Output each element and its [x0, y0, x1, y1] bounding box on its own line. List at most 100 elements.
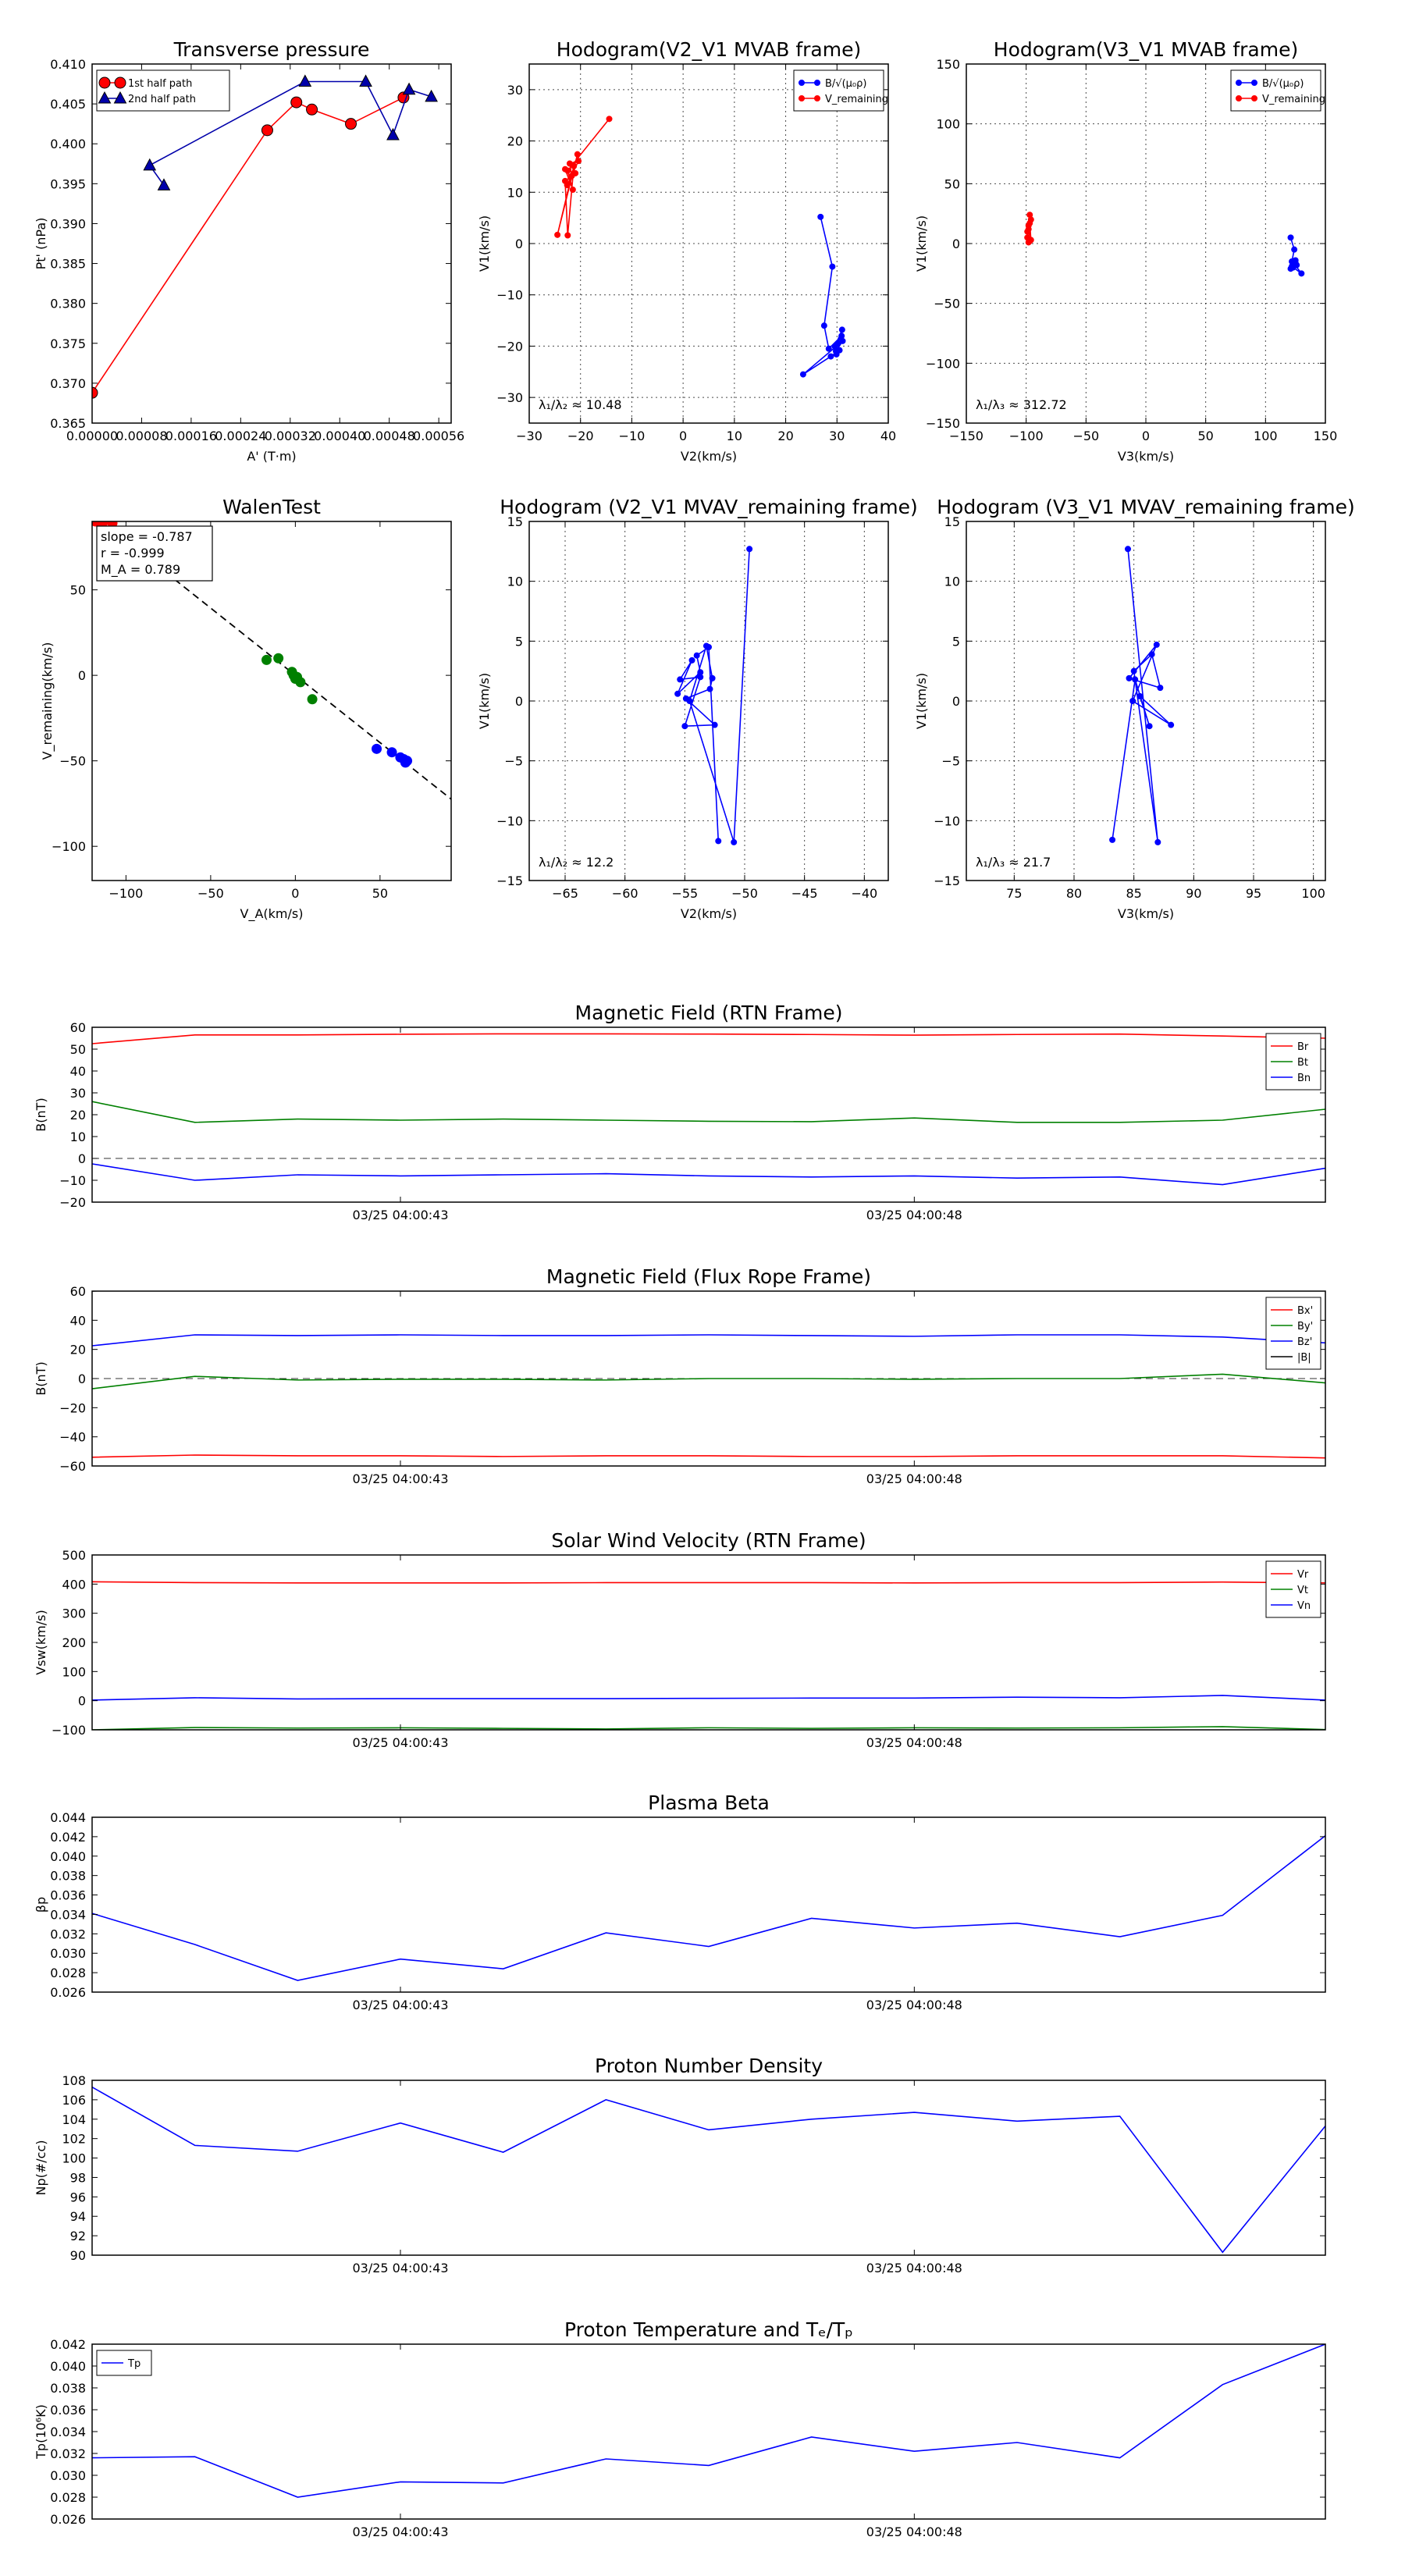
h3-ytick-label-6: 15 [507, 514, 523, 529]
h1-legend-marker-a-0 [799, 80, 805, 86]
h2-series-1-point-7 [1024, 228, 1031, 235]
h3-ytick-label-4: 5 [515, 634, 523, 649]
vsw-ytick-label-1: 0 [78, 1694, 86, 1709]
tp-ytick-label-1: 0.028 [50, 2490, 86, 2505]
bf_fr-ytick-label-5: 40 [70, 1313, 86, 1328]
pt-legend-marker-a-1 [98, 91, 112, 104]
pt-chart: 0.000000.000080.000160.000240.000320.000… [34, 38, 464, 464]
h4-series-0-point-3 [1148, 651, 1155, 658]
vsw-ytick-label-5: 400 [62, 1577, 86, 1592]
tp-legend-label-0: Tp [127, 2358, 140, 2370]
walen-annotation-line-2: M_A = 0.789 [101, 562, 180, 578]
h1-ytick-label-3: 0 [515, 237, 523, 251]
bf_fr-ytick-label-6: 60 [70, 1284, 86, 1299]
h3-series-0-point-13 [697, 669, 704, 676]
beta-xtick-label-0: 03/25 04:00:43 [352, 1998, 448, 2012]
h1-series-1-point-0 [606, 116, 613, 123]
pt-series-0-line [92, 97, 404, 393]
h3-series-0-point-12 [674, 690, 681, 697]
h4-xtick-label-5: 100 [1301, 886, 1325, 901]
h4-xtick-label-0: 75 [1006, 886, 1022, 901]
beta-ytick-label-5: 0.036 [50, 1888, 86, 1903]
bf_rtn-title: Magnetic Field (RTN Frame) [575, 1002, 843, 1024]
vsw-ytick-label-0: −100 [52, 1723, 86, 1738]
pt-ytick-label-3: 0.380 [50, 297, 86, 311]
beta-ytick-label-3: 0.032 [50, 1927, 86, 1941]
vsw-ylabel: Vsw(km/s) [34, 1610, 48, 1674]
h2-legend-marker-a-1 [1236, 95, 1242, 101]
vsw-xtick-label-0: 03/25 04:00:43 [352, 1735, 448, 1750]
h2-ytick-label-6: 150 [936, 57, 960, 72]
h4-series-0-point-2 [1130, 667, 1137, 674]
h1-series-0-point-11 [827, 353, 834, 360]
pt-series-1-point-4 [386, 127, 400, 141]
h3-series-0-point-4 [709, 674, 716, 681]
np-ytick-label-0: 90 [70, 2248, 86, 2263]
h1-series-1-point-12 [554, 231, 561, 238]
h4-title: Hodogram (V3_V1 MVAV_remaining frame) [937, 496, 1355, 518]
pt-ytick-label-5: 0.390 [50, 216, 86, 231]
walen-ylabel: V_remaining(km/s) [40, 642, 55, 760]
bf_fr-xtick-label-0: 03/25 04:00:43 [352, 1471, 448, 1486]
pt-xtick-label-1: 0.00008 [116, 429, 167, 443]
h2-ytick-label-1: −100 [926, 356, 960, 371]
bf_rtn-ytick-label-3: 10 [70, 1130, 86, 1144]
h4-series-0-point-0 [1125, 546, 1131, 553]
tp-frame [91, 2343, 1326, 2520]
h1-legend-label-0: B/√(μ₀ρ) [825, 78, 866, 90]
h4-ytick-label-0: −15 [934, 873, 960, 888]
walen-xtick-label-0: −100 [108, 886, 143, 901]
tp-chart: 03/25 04:00:43 03/25 04:00:48 0.026 0.028 0.… [34, 2318, 1326, 2539]
h4-series-0-point-11 [1132, 676, 1139, 683]
pt-series-0-point-4 [345, 118, 357, 130]
bf_rtn-frame [91, 1026, 1326, 1203]
bf_fr-ylabel: B(nT) [34, 1361, 48, 1395]
pt-series-1-point-1 [143, 158, 157, 171]
vsw-chart: 03/25 04:00:43 03/25 04:00:48 −100 0 100 200 3… [34, 1529, 1326, 1750]
vsw-legend-label-2: Vn [1297, 1600, 1311, 1612]
beta-chart: 03/25 04:00:43 03/25 04:00:48 0.026 0.028 0.… [34, 1791, 1326, 2012]
bf_rtn-ytick-label-7: 50 [70, 1042, 86, 1057]
h1-series-0-point-2 [820, 322, 827, 329]
walen-xtick-label-1: −50 [197, 886, 224, 901]
h1-xtick-label-2: −10 [619, 429, 646, 443]
pt-legend-marker-a-0 [98, 76, 111, 89]
vsw-plot-area [92, 1581, 1325, 1730]
vsw-ytick-label-3: 200 [62, 1635, 86, 1650]
beta-ytick-label-9: 0.044 [50, 1810, 86, 1825]
h1-legend-marker-b-0 [814, 80, 820, 86]
h1-ytick-label-6: 30 [507, 83, 523, 98]
h2-xtick-label-4: 50 [1197, 429, 1213, 443]
h1-series-1-point-3 [562, 165, 568, 173]
h3-series-0-line [677, 549, 750, 843]
h2-series-1-point-8 [1026, 219, 1033, 226]
h3-ytick-label-5: 10 [507, 575, 523, 589]
h2-ytick-label-5: 100 [936, 117, 960, 132]
h2-xtick-label-3: 0 [1142, 429, 1150, 443]
h2-series-0-point-7 [1298, 270, 1305, 277]
bf_rtn-legend-label-2: Bn [1297, 1073, 1311, 1084]
h1-series-1-point-8 [568, 173, 575, 180]
pt-legend-marker-b-0 [114, 76, 126, 89]
walen-xtick-label-3: 50 [372, 886, 388, 901]
h2-legend-marker-b-1 [1251, 95, 1257, 101]
h2-series-1-point-9 [1027, 237, 1034, 244]
np-xtick-label-1: 03/25 04:00:48 [866, 2261, 962, 2275]
bf_fr-title: Magnetic Field (Flux Rope Frame) [546, 1265, 871, 1288]
bf_rtn-xtick-label-1: 03/25 04:00:48 [866, 1208, 962, 1222]
bf_rtn-legend-label-1: Bt [1297, 1057, 1308, 1069]
bf_fr-xtick-label-1: 03/25 04:00:48 [866, 1471, 962, 1486]
h4-xtick-label-3: 90 [1186, 886, 1201, 901]
pt-xtick-label-4: 0.00032 [265, 429, 316, 443]
np-title: Proton Number Density [595, 2055, 823, 2077]
bf_fr-series-1-line [92, 1373, 1325, 1389]
walen-xtick-label-2: 0 [291, 886, 299, 901]
tp-ylabel: Tp(10⁶K) [34, 2404, 48, 2460]
h2-xtick-label-1: −100 [1009, 429, 1044, 443]
vsw-ytick-label-6: 500 [62, 1548, 86, 1563]
walen-chart: −100 −50 0 50 −100 −50 0 50 WalenTest V_A(km/s) V_… [40, 496, 452, 922]
np-ytick-label-4: 98 [70, 2170, 86, 2185]
h3-xtick-label-5: −40 [851, 886, 877, 901]
h2-xlabel: V3(km/s) [1118, 449, 1174, 464]
bf_fr-ytick-label-3: 0 [78, 1372, 86, 1386]
